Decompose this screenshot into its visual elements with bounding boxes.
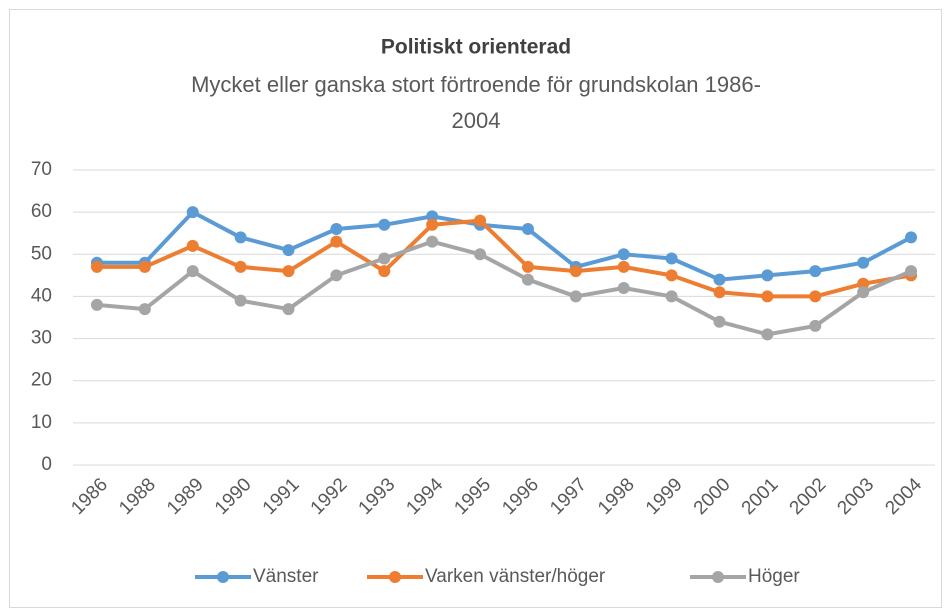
y-tick-label: 30 (31, 328, 52, 349)
data-point (809, 265, 822, 278)
data-point (90, 298, 103, 311)
chart-title: Politiskt orienterad (381, 36, 571, 59)
chart-border (9, 9, 942, 608)
data-point (426, 210, 439, 223)
data-point (282, 265, 295, 278)
data-point (569, 290, 582, 303)
data-point (282, 244, 295, 257)
data-point (186, 265, 199, 278)
chart-subtitle: 2004 (452, 108, 501, 133)
data-point (617, 248, 630, 261)
data-point (234, 260, 247, 273)
data-point (857, 277, 870, 290)
y-tick-label: 70 (31, 159, 52, 180)
data-point (234, 294, 247, 307)
data-point (809, 319, 822, 332)
legend-label: Höger (748, 566, 800, 587)
data-point (378, 218, 391, 231)
y-tick-label: 10 (31, 412, 52, 433)
data-point (713, 273, 726, 286)
data-point (138, 303, 151, 316)
data-point (617, 260, 630, 273)
data-point (569, 265, 582, 278)
data-point (330, 223, 343, 235)
legend-label: Varken vänster/höger (425, 566, 606, 587)
y-tick-label: 60 (31, 201, 52, 222)
data-point (378, 252, 391, 265)
data-point (521, 260, 534, 273)
data-point (665, 269, 678, 282)
data-point (857, 286, 870, 299)
chart-subtitle: Mycket eller ganska stort förtroende för… (191, 72, 761, 97)
data-point (234, 231, 247, 244)
data-point (474, 248, 487, 261)
data-point (857, 256, 870, 269)
data-point (617, 282, 630, 294)
data-point (665, 252, 678, 265)
data-point (809, 290, 822, 303)
data-point (474, 214, 487, 227)
y-tick-label: 0 (41, 454, 52, 475)
legend-marker (712, 571, 724, 583)
data-point (761, 328, 774, 341)
data-point (521, 223, 534, 235)
y-tick-label: 40 (31, 285, 52, 306)
data-point (186, 206, 199, 219)
data-point (186, 239, 199, 252)
data-point (282, 303, 295, 316)
data-point (426, 235, 439, 248)
y-tick-label: 50 (31, 243, 52, 264)
data-point (521, 273, 534, 286)
data-point (761, 290, 774, 303)
data-point (138, 260, 151, 273)
legend-marker (217, 571, 229, 583)
series-line (96, 218, 912, 299)
data-point (330, 269, 343, 282)
legend-label: Vänster (253, 566, 319, 587)
data-point (905, 231, 918, 244)
data-point (665, 290, 678, 303)
data-point (713, 286, 726, 299)
legend-marker (389, 571, 401, 583)
data-point (713, 315, 726, 328)
data-point (905, 265, 918, 278)
series-line (96, 210, 912, 282)
data-point (330, 235, 343, 248)
data-point (378, 265, 391, 278)
data-point (426, 218, 439, 231)
data-point (761, 269, 774, 282)
series-line (96, 239, 912, 337)
data-point (90, 260, 103, 273)
y-tick-label: 20 (31, 370, 52, 391)
